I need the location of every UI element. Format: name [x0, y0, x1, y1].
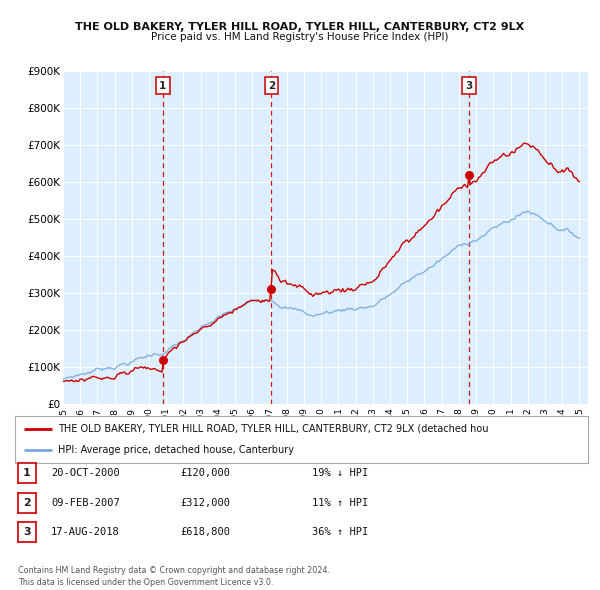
Text: 3: 3 — [23, 527, 31, 537]
Text: 1: 1 — [23, 468, 31, 478]
Text: 11% ↑ HPI: 11% ↑ HPI — [312, 498, 368, 507]
Text: 1: 1 — [159, 81, 166, 91]
Text: 36% ↑ HPI: 36% ↑ HPI — [312, 527, 368, 537]
Text: £312,000: £312,000 — [180, 498, 230, 507]
Text: 17-AUG-2018: 17-AUG-2018 — [51, 527, 120, 537]
Text: THE OLD BAKERY, TYLER HILL ROAD, TYLER HILL, CANTERBURY, CT2 9LX: THE OLD BAKERY, TYLER HILL ROAD, TYLER H… — [76, 22, 524, 32]
Text: £618,800: £618,800 — [180, 527, 230, 537]
Text: Contains HM Land Registry data © Crown copyright and database right 2024.
This d: Contains HM Land Registry data © Crown c… — [18, 566, 330, 587]
Text: Price paid vs. HM Land Registry's House Price Index (HPI): Price paid vs. HM Land Registry's House … — [151, 32, 449, 42]
Text: 2: 2 — [268, 81, 275, 91]
Text: HPI: Average price, detached house, Canterbury: HPI: Average price, detached house, Cant… — [58, 445, 294, 455]
Text: THE OLD BAKERY, TYLER HILL ROAD, TYLER HILL, CANTERBURY, CT2 9LX (detached hou: THE OLD BAKERY, TYLER HILL ROAD, TYLER H… — [58, 424, 488, 434]
Text: £120,000: £120,000 — [180, 468, 230, 478]
Text: 09-FEB-2007: 09-FEB-2007 — [51, 498, 120, 507]
Text: 19% ↓ HPI: 19% ↓ HPI — [312, 468, 368, 478]
Text: 3: 3 — [466, 81, 473, 91]
Text: 20-OCT-2000: 20-OCT-2000 — [51, 468, 120, 478]
Text: 2: 2 — [23, 498, 31, 507]
